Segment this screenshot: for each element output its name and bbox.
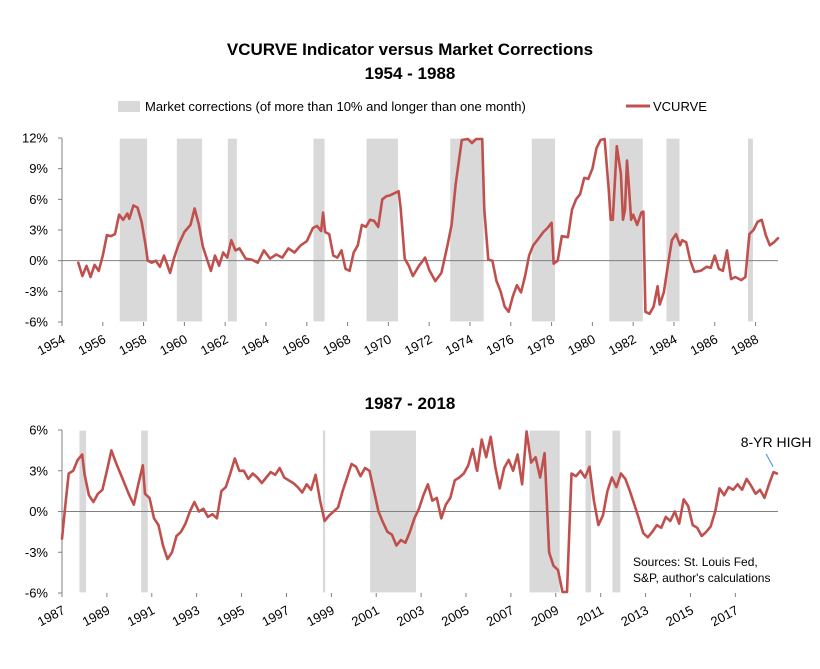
x-tick-label: 1984 bbox=[647, 331, 680, 358]
chart-subtitle-1: 1954 - 1988 bbox=[365, 64, 456, 83]
x-tick-label: 2015 bbox=[663, 602, 696, 629]
y-tick-label: -3% bbox=[25, 284, 49, 299]
source-note-line: Sources: St. Louis Fed, bbox=[633, 555, 758, 569]
x-tick-label: 1966 bbox=[280, 331, 313, 358]
legend-swatch-corrections bbox=[118, 101, 140, 112]
y-tick-label: 0% bbox=[29, 253, 48, 268]
annotation-pointer bbox=[765, 453, 774, 468]
y-tick-label: 3% bbox=[29, 463, 48, 478]
x-tick-label: 2001 bbox=[349, 602, 382, 629]
x-tick-label: 1972 bbox=[402, 331, 435, 358]
x-tick-label: 1978 bbox=[524, 331, 557, 358]
x-tick-label: 1999 bbox=[304, 602, 337, 629]
y-tick-label: 0% bbox=[29, 504, 48, 519]
x-tick-label: 1997 bbox=[259, 602, 292, 629]
x-tick-label: 1986 bbox=[688, 331, 721, 358]
main-title: VCURVE Indicator versus Market Correctio… bbox=[227, 40, 593, 59]
x-tick-label: 1995 bbox=[214, 602, 247, 629]
y-tick-label: 6% bbox=[29, 192, 48, 207]
x-tick-label: 2007 bbox=[484, 602, 517, 629]
legend-label-vcurve: VCURVE bbox=[653, 99, 707, 114]
source-note-line: S&P, author's calculations bbox=[633, 571, 770, 585]
correction-band bbox=[175, 137, 204, 323]
x-tick-label: 2005 bbox=[439, 602, 472, 629]
correction-band bbox=[448, 137, 485, 323]
y-tick-label: 3% bbox=[29, 223, 48, 238]
y-tick-label: 12% bbox=[22, 131, 48, 146]
x-tick-label: 1974 bbox=[443, 331, 476, 358]
chart-subtitle-2: 1987 - 2018 bbox=[365, 394, 456, 413]
x-tick-label: 1982 bbox=[606, 331, 639, 358]
annotation-8yr-high: 8-YR HIGH bbox=[741, 434, 812, 450]
x-tick-label: 1958 bbox=[116, 331, 149, 358]
x-tick-label: 1962 bbox=[198, 331, 231, 358]
x-tick-label: 2013 bbox=[618, 602, 651, 629]
vcurve-line-1 bbox=[77, 137, 780, 316]
x-tick-label: 1991 bbox=[125, 602, 158, 629]
y-tick-label: 6% bbox=[29, 423, 48, 438]
x-tick-label: 1980 bbox=[565, 331, 598, 358]
x-tick-label: 1987 bbox=[35, 602, 68, 629]
x-tick-label: 1960 bbox=[157, 331, 190, 358]
y-tick-label: -6% bbox=[25, 586, 49, 601]
x-tick-label: 1989 bbox=[80, 602, 113, 629]
x-tick-label: 1954 bbox=[35, 331, 68, 358]
x-tick-label: 2017 bbox=[708, 602, 741, 629]
x-tick-label: 1968 bbox=[320, 331, 353, 358]
x-tick-label: 1988 bbox=[728, 331, 761, 358]
x-tick-label: 2011 bbox=[574, 602, 606, 628]
correction-band bbox=[365, 137, 400, 323]
x-tick-label: 1970 bbox=[361, 331, 394, 358]
x-tick-label: 1993 bbox=[170, 602, 203, 629]
correction-band bbox=[226, 137, 239, 323]
vcurve-line-2 bbox=[60, 430, 779, 594]
x-tick-label: 1956 bbox=[76, 331, 109, 358]
correction-band bbox=[665, 137, 681, 323]
x-tick-label: 1976 bbox=[484, 331, 517, 358]
x-tick-label: 2009 bbox=[529, 602, 562, 629]
legend-label-corrections: Market corrections (of more than 10% and… bbox=[145, 99, 526, 114]
y-tick-label: -3% bbox=[25, 545, 49, 560]
y-tick-label: -6% bbox=[25, 315, 49, 330]
x-tick-label: 2003 bbox=[394, 602, 427, 629]
x-tick-label: 1964 bbox=[239, 331, 272, 358]
y-tick-label: 9% bbox=[29, 161, 48, 176]
